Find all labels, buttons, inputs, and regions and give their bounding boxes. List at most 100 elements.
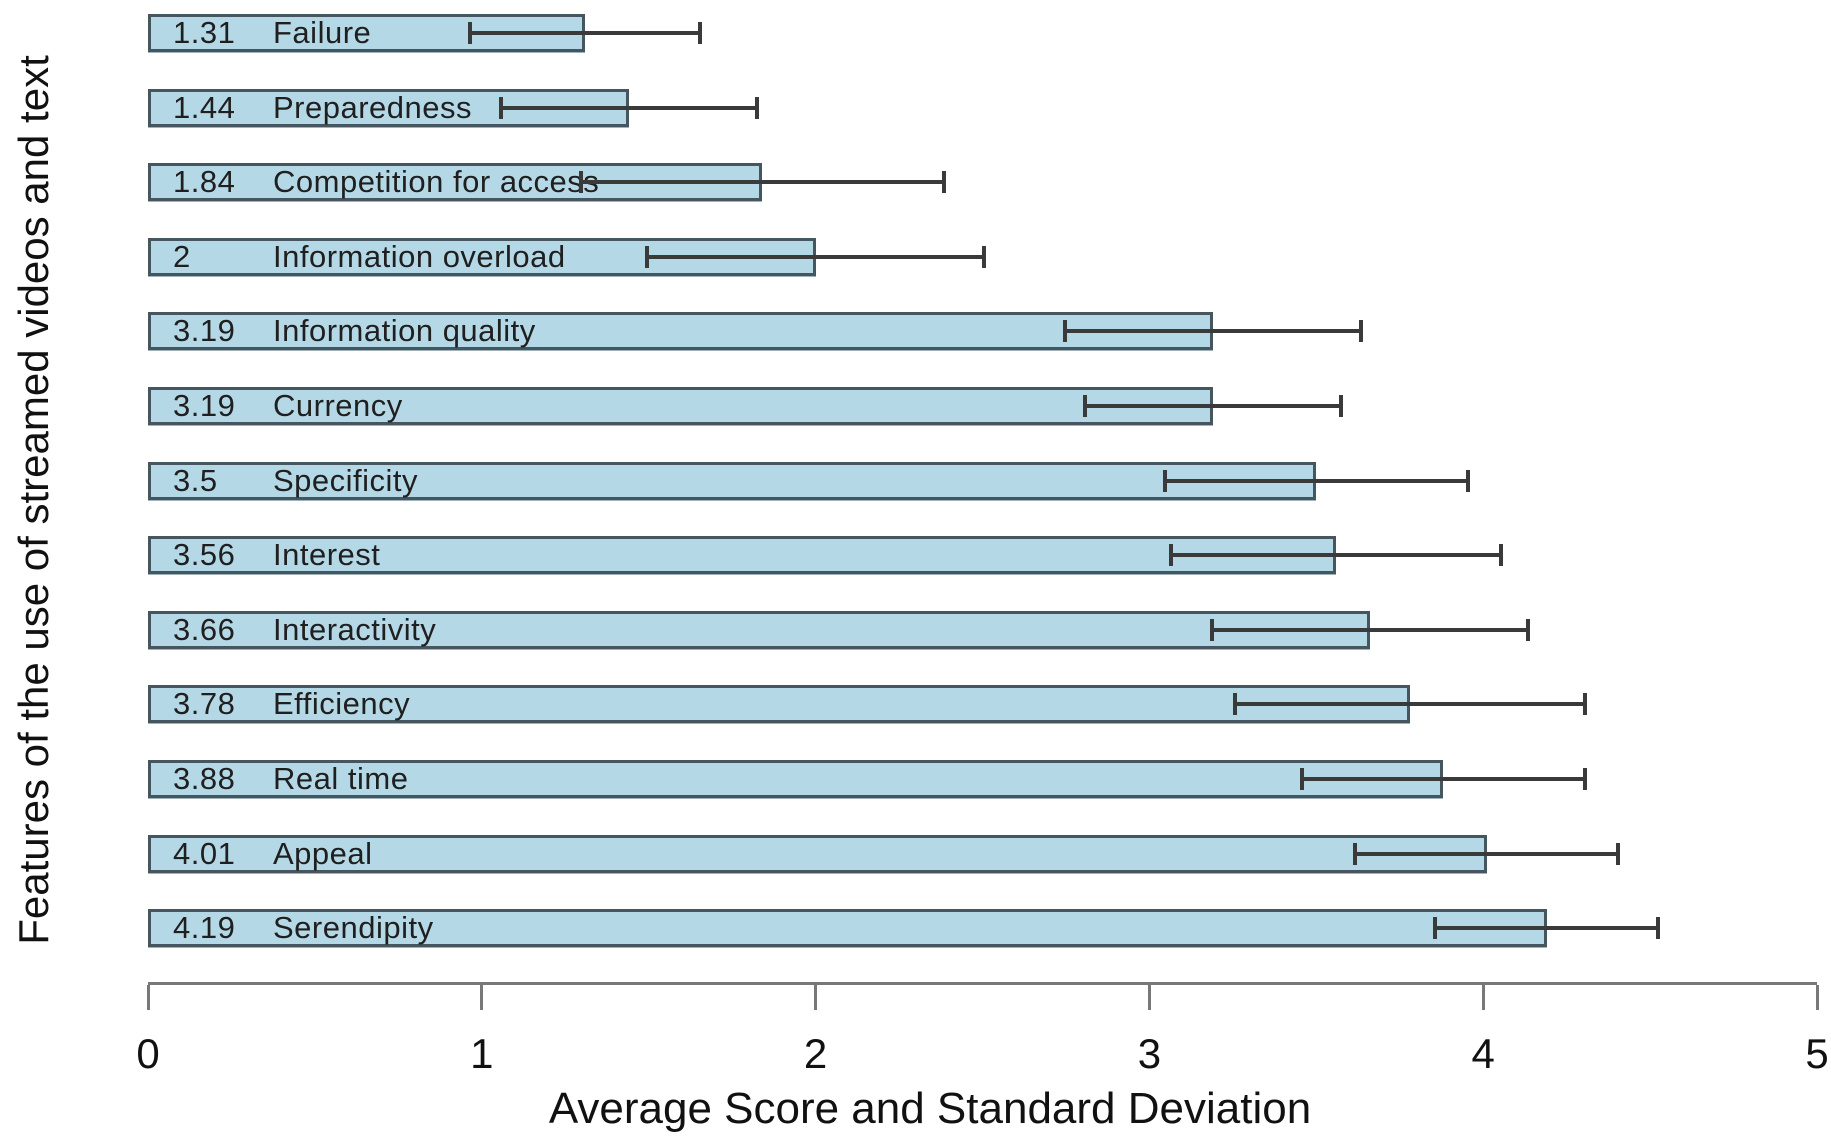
- error-bar-right-cap: [1582, 693, 1587, 715]
- error-bar-right-cap: [981, 246, 986, 268]
- x-axis-tick-label: 3: [1137, 1030, 1162, 1077]
- bar-value-label: 1.31: [173, 15, 236, 50]
- error-bar-line: [498, 106, 759, 110]
- error-bar-line: [1232, 702, 1587, 706]
- error-bar: [498, 97, 759, 119]
- error-bar-left-cap: [1433, 917, 1438, 939]
- error-bar-line: [1353, 852, 1620, 856]
- error-bar-left-cap: [645, 246, 650, 268]
- error-bar: [468, 22, 703, 44]
- bar-value-label: 4.01: [173, 836, 236, 871]
- bar-category-label: Interactivity: [273, 612, 437, 647]
- error-bar-right-cap: [698, 22, 703, 44]
- bar: 3.5 Specificity: [148, 462, 1317, 500]
- error-bar-line: [1169, 553, 1504, 557]
- x-axis-tick-label: 1: [470, 1030, 494, 1077]
- error-bar-left-cap: [1062, 320, 1067, 342]
- error-bar-line: [1209, 628, 1530, 632]
- bar-category-label: Interest: [273, 537, 381, 572]
- bar-value-label: 3.66: [173, 612, 236, 647]
- bar: 3.19 Information quality: [148, 312, 1213, 350]
- error-bar: [1169, 544, 1504, 566]
- plot-area: 1.31 Failure 1.44 Preparedness 1.84 Competiti…: [148, 0, 1817, 985]
- error-bar: [1209, 619, 1530, 641]
- error-bar-right-cap: [1525, 619, 1530, 641]
- error-bar-line: [1062, 329, 1363, 333]
- bar-value-label: 1.44: [173, 90, 236, 125]
- y-axis-title: Features of the use of streamed videos a…: [10, 55, 57, 945]
- bar: 4.19 Serendipity: [148, 909, 1547, 947]
- bar-value-label: 2: [173, 239, 191, 274]
- error-bar-line: [1299, 777, 1587, 781]
- error-bar-left-cap: [1353, 843, 1357, 865]
- error-bar-line: [578, 180, 946, 184]
- bar-category-label: Competition for access: [273, 164, 600, 199]
- error-bar: [578, 171, 946, 193]
- error-bar-left-cap: [1169, 544, 1174, 566]
- error-bar-left-cap: [1299, 768, 1304, 790]
- error-bar: [1433, 917, 1661, 939]
- error-bar-left-cap: [578, 171, 583, 193]
- x-axis-tick: [480, 985, 484, 1010]
- error-bar: [1353, 843, 1620, 865]
- bar-category-label: Preparedness: [273, 90, 473, 125]
- error-bar-right-cap: [1499, 544, 1504, 566]
- error-bar-left-cap: [1232, 693, 1237, 715]
- error-bar-right-cap: [1338, 395, 1343, 417]
- error-bar: [1299, 768, 1587, 790]
- bar: 3.19 Currency: [148, 387, 1213, 425]
- bar-category-label: Real time: [273, 761, 409, 796]
- error-bar-right-cap: [1582, 768, 1587, 790]
- bar-category-label: Serendipity: [273, 910, 434, 945]
- error-bar: [1162, 470, 1470, 492]
- error-bar-line: [1082, 404, 1343, 408]
- error-bar-left-cap: [468, 22, 473, 44]
- bar-category-label: Specificity: [273, 463, 419, 498]
- error-bar-right-cap: [1358, 320, 1363, 342]
- bar-value-label: 3.19: [173, 388, 236, 423]
- x-axis-tick-label: 4: [1471, 1030, 1495, 1077]
- bar-category-label: Currency: [273, 388, 403, 423]
- error-bar: [1082, 395, 1343, 417]
- bar-value-label: 3.88: [173, 761, 236, 796]
- error-bar-left-cap: [1209, 619, 1214, 641]
- x-axis-tick-label: 5: [1805, 1030, 1829, 1077]
- x-axis-tick: [814, 985, 818, 1010]
- error-bar-left-cap: [1162, 470, 1167, 492]
- bar-value-label: 3.19: [173, 313, 236, 348]
- bar: 3.78 Efficiency: [148, 685, 1410, 723]
- error-bar-right-cap: [1465, 470, 1470, 492]
- x-axis-tick: [146, 985, 150, 1010]
- bar: 3.88 Real time: [148, 760, 1444, 798]
- bar: 3.56 Interest: [148, 536, 1337, 574]
- x-axis-tick: [1147, 985, 1151, 1010]
- bar-category-label: Failure: [273, 15, 372, 50]
- error-bar: [1232, 693, 1587, 715]
- error-bar-right-cap: [754, 97, 759, 119]
- error-bar-line: [645, 255, 986, 259]
- error-bar-left-cap: [1082, 395, 1087, 417]
- error-bar: [645, 246, 986, 268]
- bar-value-label: 1.84: [173, 164, 236, 199]
- bar-value-label: 3.78: [173, 686, 236, 721]
- bar-value-label: 4.19: [173, 910, 236, 945]
- error-bar-left-cap: [498, 97, 503, 119]
- x-axis-line: [148, 982, 1817, 985]
- error-bar: [1062, 320, 1363, 342]
- x-axis-tick: [1815, 985, 1819, 1010]
- x-axis-title: Average Score and Standard Deviation: [548, 1084, 1312, 1133]
- bar-category-label: Information quality: [273, 313, 536, 348]
- bar: 3.66 Interactivity: [148, 611, 1370, 649]
- x-axis-tick-label: 0: [136, 1030, 160, 1077]
- bar-category-label: Information overload: [273, 239, 566, 274]
- x-axis-tick: [1481, 985, 1485, 1010]
- bar-category-label: Appeal: [273, 836, 373, 871]
- error-bar-line: [1162, 479, 1470, 483]
- error-bar-line: [1433, 926, 1661, 930]
- bar: 4.01 Appeal: [148, 835, 1487, 873]
- bar-value-label: 3.56: [173, 537, 236, 572]
- error-bar-right-cap: [941, 171, 946, 193]
- bar-category-label: Efficiency: [273, 686, 411, 721]
- error-bar-line: [468, 31, 703, 35]
